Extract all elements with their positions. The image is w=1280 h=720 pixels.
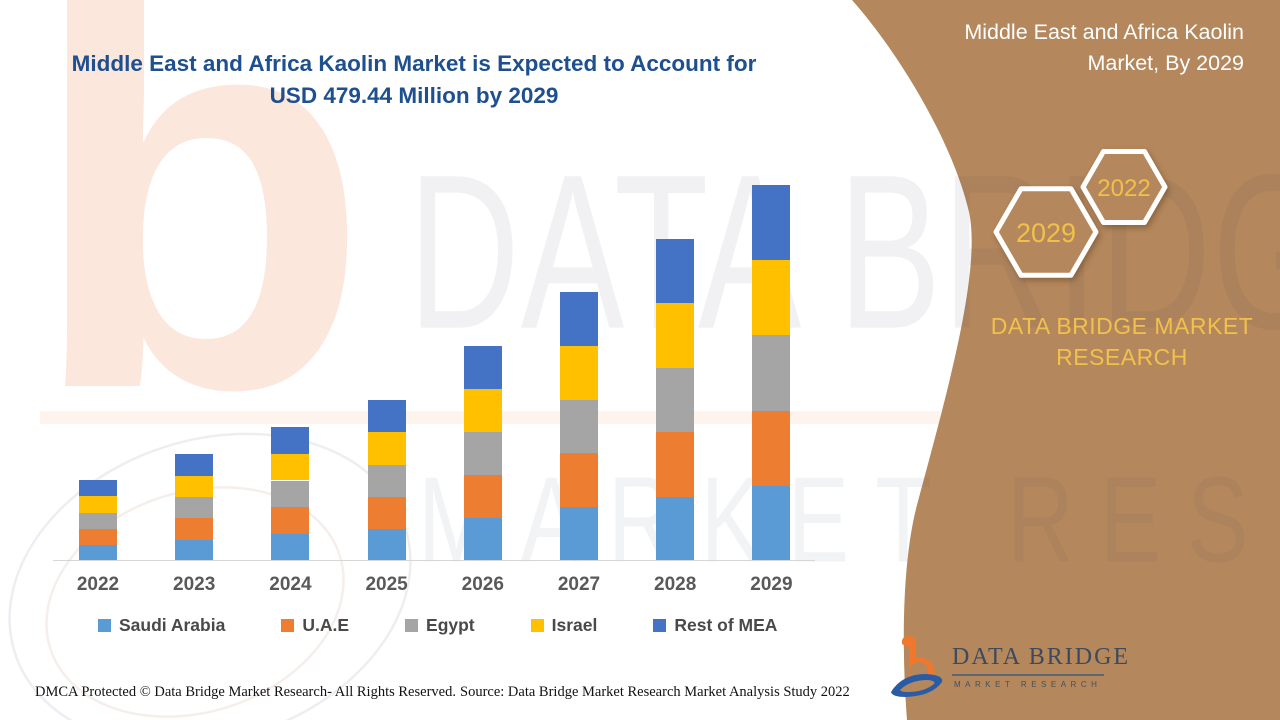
x-axis-label-2024: 2024 bbox=[269, 574, 312, 595]
logo-wordmark: DATA BRIDGE bbox=[952, 644, 1131, 670]
x-axis-label-2022: 2022 bbox=[76, 574, 120, 595]
data-bridge-logo-icon bbox=[891, 636, 943, 697]
panel-title-line2: Market, By 2029 bbox=[1087, 51, 1244, 75]
legend-chip-rest-of-mea bbox=[653, 619, 667, 632]
bar-segment-egypt-2023 bbox=[175, 497, 214, 519]
x-axis-label-2029: 2029 bbox=[750, 574, 793, 595]
bar-segment-israel-2022 bbox=[79, 496, 117, 513]
bar-segment-egypt-2024 bbox=[271, 480, 310, 508]
bar-segment-u-a-e-2026 bbox=[463, 475, 502, 518]
peach-b-logo-watermark: b bbox=[28, 0, 371, 505]
bar-segment-egypt-2026 bbox=[463, 432, 502, 476]
legend-chip-egypt bbox=[405, 619, 419, 632]
source-note: Source: Data Bridge Market Research Mark… bbox=[460, 684, 850, 700]
bar-segment-israel-2026 bbox=[463, 389, 502, 433]
bar-segment-rest-of-mea-2029 bbox=[752, 185, 791, 261]
panel-title: Middle East and Africa Kaolin Market, By… bbox=[874, 17, 1244, 79]
bar-segment-egypt-2028 bbox=[656, 367, 695, 433]
bar-segment-saudi-arabia-2025 bbox=[367, 528, 406, 561]
bar-segment-u-a-e-2024 bbox=[271, 507, 310, 535]
legend-chip-israel bbox=[530, 619, 544, 632]
hexagon-2029 bbox=[993, 186, 1099, 278]
legend-item-u-a-e: U.A.E bbox=[281, 615, 349, 636]
bar-segment-egypt-2025 bbox=[367, 464, 406, 497]
bar-segment-israel-2028 bbox=[656, 303, 695, 368]
panel-title-line1: Middle East and Africa Kaolin bbox=[964, 20, 1244, 44]
brand-line2: RESEARCH bbox=[1056, 344, 1188, 370]
legend-label-saudi-arabia: Saudi Arabia bbox=[119, 615, 226, 635]
legend-label-u-a-e: U.A.E bbox=[302, 615, 350, 635]
bar-segment-saudi-arabia-2023 bbox=[175, 539, 214, 561]
bar-segment-saudi-arabia-2029 bbox=[752, 485, 791, 561]
bar-segment-saudi-arabia-2024 bbox=[271, 534, 310, 561]
logo-divider bbox=[952, 674, 1104, 676]
bar-segment-saudi-arabia-2027 bbox=[560, 507, 598, 561]
bar-segment-israel-2029 bbox=[752, 260, 791, 336]
bar-segment-rest-of-mea-2026 bbox=[463, 346, 502, 390]
bar-segment-rest-of-mea-2023 bbox=[175, 454, 214, 476]
bar-segment-rest-of-mea-2022 bbox=[79, 480, 117, 497]
hexagon-2022 bbox=[1080, 149, 1168, 225]
bar-segment-u-a-e-2022 bbox=[79, 528, 117, 545]
x-axis-label-2028: 2028 bbox=[654, 574, 697, 595]
x-axis-line bbox=[53, 560, 815, 561]
hexagon-2029-label: 2029 bbox=[1016, 218, 1076, 248]
bar-segment-israel-2023 bbox=[175, 475, 214, 497]
legend-chip-saudi-arabia bbox=[98, 619, 111, 632]
bar-segment-israel-2027 bbox=[560, 345, 598, 400]
bar-segment-egypt-2029 bbox=[752, 335, 791, 411]
bar-segment-saudi-arabia-2026 bbox=[463, 518, 502, 561]
x-axis-label-2025: 2025 bbox=[365, 574, 408, 595]
dmca-notice: DMCA Protected © Data Bridge Market Rese… bbox=[35, 684, 456, 700]
chart-title: Middle East and Africa Kaolin Market is … bbox=[40, 48, 788, 112]
legend-item-rest-of-mea: Rest of MEA bbox=[653, 615, 777, 636]
bar-segment-rest-of-mea-2027 bbox=[560, 292, 598, 346]
bar-segment-rest-of-mea-2024 bbox=[271, 426, 310, 454]
bar-segment-saudi-arabia-2028 bbox=[656, 496, 695, 561]
bar-segment-rest-of-mea-2028 bbox=[656, 238, 695, 304]
bar-segment-u-a-e-2025 bbox=[367, 496, 406, 529]
chart-legend: Saudi Arabia U.A.E Egypt Israel Rest of MEA bbox=[98, 615, 818, 636]
x-axis-label-2026: 2026 bbox=[461, 574, 504, 595]
bar-segment-rest-of-mea-2025 bbox=[367, 400, 406, 433]
bar-segment-egypt-2027 bbox=[560, 399, 598, 454]
x-axis-label-2027: 2027 bbox=[557, 574, 601, 595]
legend-item-saudi-arabia: Saudi Arabia bbox=[98, 615, 225, 636]
bar-segment-egypt-2022 bbox=[79, 512, 117, 529]
bar-segment-israel-2024 bbox=[271, 453, 310, 481]
data-bridge-logo: DATA BRIDGE MARKET RESEARCH bbox=[888, 630, 1178, 714]
bar-segment-u-a-e-2023 bbox=[175, 518, 214, 540]
brand-line1: DATA BRIDGE MARKET bbox=[990, 313, 1254, 339]
legend-label-rest-of-mea: Rest of MEA bbox=[674, 615, 778, 635]
chart-title-line1: Middle East and Africa Kaolin Market is … bbox=[71, 51, 757, 76]
bar-segment-u-a-e-2029 bbox=[752, 410, 791, 486]
bar-segment-israel-2025 bbox=[367, 432, 406, 465]
legend-chip-u-a-e bbox=[281, 619, 295, 632]
logo-tagline: MARKET RESEARCH bbox=[954, 680, 1102, 689]
chart-title-line2: USD 479.44 Million by 2029 bbox=[269, 83, 559, 108]
legend-item-israel: Israel bbox=[530, 615, 598, 636]
legend-label-egypt: Egypt bbox=[426, 615, 475, 635]
legend-label-israel: Israel bbox=[551, 615, 598, 635]
legend-item-egypt: Egypt bbox=[405, 615, 475, 636]
bar-segment-u-a-e-2028 bbox=[656, 432, 695, 497]
hexagon-2022-label: 2022 bbox=[1097, 175, 1150, 202]
bar-segment-saudi-arabia-2022 bbox=[79, 544, 117, 561]
bar-segment-u-a-e-2027 bbox=[560, 453, 598, 508]
x-axis-label-2023: 2023 bbox=[173, 574, 216, 595]
brand-name-gold: DATA BRIDGE MARKET RESEARCH bbox=[972, 311, 1272, 373]
